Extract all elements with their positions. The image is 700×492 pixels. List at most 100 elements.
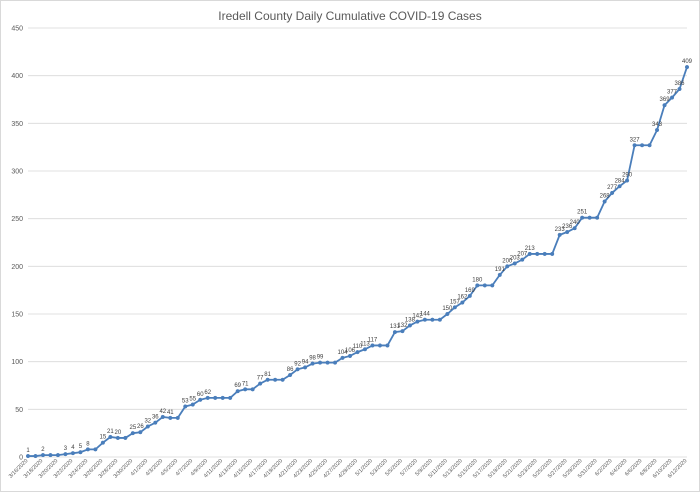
data-point [115, 435, 120, 440]
data-label: 157 [450, 299, 461, 305]
data-label: 343 [652, 122, 663, 128]
data-point [362, 347, 368, 352]
data-label: 284 [615, 178, 626, 184]
data-label: 377 [667, 90, 678, 96]
data-label: 15 [100, 435, 107, 441]
data-point [595, 215, 600, 220]
data-point [145, 424, 150, 429]
y-tick-label: 200 [11, 264, 23, 271]
data-point [587, 215, 592, 220]
data-label: 113 [360, 341, 370, 347]
data-label: 42 [159, 409, 166, 415]
data-point [70, 451, 75, 456]
data-point [235, 389, 240, 394]
data-point [460, 300, 465, 305]
data-point [490, 283, 495, 288]
data-point [325, 360, 330, 365]
data-point [228, 395, 233, 400]
data-point [183, 404, 188, 409]
series-line [28, 66, 688, 457]
data-label: 236 [562, 224, 573, 230]
data-point [677, 86, 682, 92]
y-tick-label: 400 [11, 73, 23, 80]
data-point [78, 450, 83, 455]
data-point [370, 343, 375, 348]
data-point [557, 232, 562, 237]
data-point [505, 264, 510, 269]
data-point [220, 395, 225, 400]
data-label: 62 [204, 390, 211, 396]
data-label: 25 [129, 425, 136, 431]
data-point [654, 127, 660, 133]
data-point [422, 317, 427, 322]
data-label: 142 [412, 314, 423, 320]
data-point [377, 343, 383, 348]
data-label: 207 [517, 252, 528, 258]
y-tick-label: 250 [11, 216, 23, 223]
data-point [123, 435, 128, 440]
data-point [93, 447, 98, 452]
data-point [55, 453, 61, 458]
data-label: 213 [525, 246, 536, 252]
data-point [190, 402, 195, 407]
data-point [400, 329, 405, 334]
data-label: 233 [555, 227, 566, 233]
data-label: 71 [242, 381, 249, 387]
data-label: 60 [197, 392, 204, 398]
y-tick-label: 0 [19, 455, 23, 462]
data-label: 106 [345, 348, 356, 354]
data-point [108, 434, 113, 440]
data-point [198, 397, 203, 402]
data-label: 36 [152, 415, 159, 421]
data-point [273, 377, 278, 382]
data-point [355, 350, 360, 355]
data-label: 132 [397, 323, 408, 329]
data-point [580, 215, 585, 220]
data-label: 55 [189, 397, 196, 403]
data-point [332, 360, 338, 365]
data-point [625, 178, 630, 183]
y-tick-label: 150 [11, 312, 23, 319]
data-label: 110 [353, 344, 363, 350]
data-label: 117 [368, 337, 378, 343]
data-point [550, 251, 555, 256]
chart-title: Iredell County Daily Cumulative COVID-19… [218, 9, 482, 23]
data-label: 180 [472, 277, 483, 283]
data-label: 26 [137, 424, 144, 430]
data-label: 21 [107, 429, 114, 435]
data-point [258, 381, 263, 386]
data-point [497, 272, 502, 277]
data-point [430, 317, 435, 322]
data-label: 240 [570, 220, 581, 226]
data-point [303, 365, 308, 370]
data-label: 94 [302, 359, 309, 365]
data-point [617, 184, 622, 189]
data-point [168, 415, 173, 420]
data-label: 203 [510, 255, 521, 261]
data-label: 200 [502, 258, 513, 264]
data-point [280, 377, 285, 382]
data-label: 98 [309, 356, 316, 362]
data-point [205, 395, 210, 400]
data-point [602, 199, 607, 204]
data-point [527, 251, 532, 256]
data-point [684, 65, 690, 70]
data-label: 8 [86, 441, 90, 447]
data-label: 251 [577, 210, 588, 216]
data-label: 3 [64, 446, 68, 452]
data-label: 69 [234, 383, 241, 389]
data-label: 409 [682, 59, 693, 65]
data-point [40, 453, 46, 458]
data-point [512, 261, 517, 266]
data-point [392, 330, 397, 335]
data-label: 5 [79, 444, 83, 450]
data-point [130, 431, 135, 436]
data-point [437, 317, 442, 322]
data-point [669, 95, 675, 100]
data-label: 290 [622, 173, 633, 179]
data-label: 191 [495, 267, 506, 273]
data-label: 99 [317, 355, 324, 361]
data-label: 169 [465, 288, 476, 294]
data-point [445, 311, 450, 317]
